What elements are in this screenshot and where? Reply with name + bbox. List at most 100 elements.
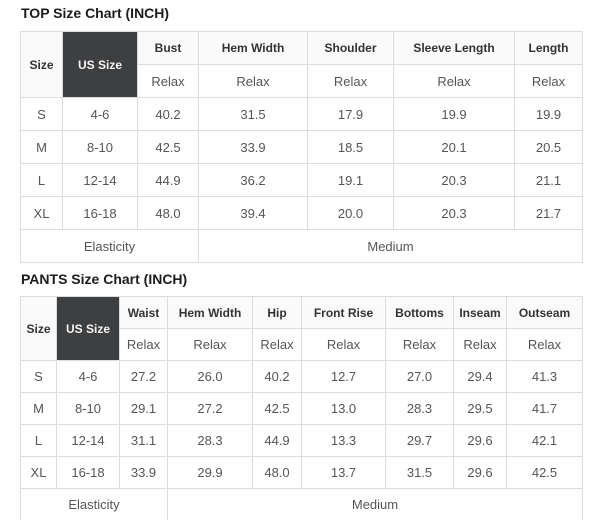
measurement-cell: 42.5 [506, 456, 583, 489]
us-size-cell: 4-6 [56, 360, 120, 393]
measure-column-header: Inseam [453, 296, 507, 329]
measurement-cell: 42.5 [137, 130, 199, 164]
measurement-cell: 31.5 [385, 456, 454, 489]
fit-cell: Relax [137, 64, 199, 98]
measure-column-header: Hem Width [167, 296, 253, 329]
header-row: Size US Size Waist Hem Width Hip Front Rise Bo… [20, 296, 583, 361]
size-cell: XL [20, 196, 63, 230]
elasticity-value: Medium [167, 488, 583, 520]
elasticity-label: Elasticity [20, 488, 168, 520]
elasticity-value: Medium [198, 229, 583, 263]
measurement-cell: 20.1 [393, 130, 515, 164]
measurement-cell: 29.7 [385, 424, 454, 457]
measure-column-header: Hem Width [198, 31, 308, 65]
measurement-cell: 20.3 [393, 196, 515, 230]
size-cell: M [20, 392, 57, 425]
elasticity-row: Elasticity Medium [20, 229, 583, 263]
size-cell: S [20, 97, 63, 131]
top-chart-title: TOP Size Chart (INCH) [21, 5, 170, 21]
us-size-cell: 4-6 [62, 97, 138, 131]
measurement-cell: 20.5 [514, 130, 583, 164]
fit-cell: Relax [453, 328, 507, 361]
measurement-cell: 36.2 [198, 163, 308, 197]
measurement-cell: 19.9 [393, 97, 515, 131]
size-row: M 8-10 29.1 27.2 42.5 13.0 28.3 29.5 41.7 [20, 392, 583, 425]
us-size-cell: 8-10 [56, 392, 120, 425]
measurement-cell: 42.1 [506, 424, 583, 457]
fit-cell: Relax [167, 328, 253, 361]
measurement-cell: 26.0 [167, 360, 253, 393]
pants-size-table: Size US Size Waist Hem Width Hip Front Rise Bo… [20, 296, 583, 520]
measurement-cell: 19.9 [514, 97, 583, 131]
measurement-cell: 29.6 [453, 456, 507, 489]
measurement-cell: 29.1 [119, 392, 168, 425]
fit-cell: Relax [385, 328, 454, 361]
size-cell: XL [20, 456, 57, 489]
size-row: XL 16-18 33.9 29.9 48.0 13.7 31.5 29.6 42.5 [20, 456, 583, 489]
measurement-cell: 20.3 [393, 163, 515, 197]
measurement-cell: 33.9 [119, 456, 168, 489]
size-cell: L [20, 424, 57, 457]
measurement-cell: 27.2 [119, 360, 168, 393]
measurement-cell: 21.7 [514, 196, 583, 230]
fit-cell: Relax [252, 328, 302, 361]
size-row: XL 16-18 48.0 39.4 20.0 20.3 21.7 [20, 196, 583, 230]
fit-cell: Relax [393, 64, 515, 98]
measure-column-header: Length [514, 31, 583, 65]
pants-chart-title: PANTS Size Chart (INCH) [21, 271, 188, 287]
fit-row: Relax Relax Relax Relax Relax [21, 64, 583, 98]
measurement-cell: 41.7 [506, 392, 583, 425]
us-size-cell: 12-14 [62, 163, 138, 197]
measurement-cell: 40.2 [137, 97, 199, 131]
measure-column-header: Waist [119, 296, 168, 329]
measure-column-header: Outseam [506, 296, 583, 329]
elasticity-label: Elasticity [20, 229, 199, 263]
size-row: L 12-14 31.1 28.3 44.9 13.3 29.7 29.6 42.1 [20, 424, 583, 457]
measurement-cell: 18.5 [307, 130, 394, 164]
measurement-cell: 42.5 [252, 392, 302, 425]
measurement-cell: 33.9 [198, 130, 308, 164]
measurement-cell: 13.0 [301, 392, 386, 425]
elasticity-row: Elasticity Medium [20, 488, 583, 520]
size-row: L 12-14 44.9 36.2 19.1 20.3 21.1 [20, 163, 583, 197]
measurement-cell: 44.9 [252, 424, 302, 457]
us-size-cell: 8-10 [62, 130, 138, 164]
measurement-cell: 29.9 [167, 456, 253, 489]
measurement-cell: 13.7 [301, 456, 386, 489]
measurement-cell: 21.1 [514, 163, 583, 197]
fit-row: Relax Relax Relax Relax Relax Relax Relax [21, 328, 583, 361]
measurement-cell: 19.1 [307, 163, 394, 197]
fit-cell: Relax [506, 328, 583, 361]
size-column-header: Size [20, 31, 63, 98]
measure-column-header: Hip [252, 296, 302, 329]
measurement-cell: 48.0 [252, 456, 302, 489]
fit-cell: Relax [514, 64, 583, 98]
size-cell: S [20, 360, 57, 393]
header-row: Size US Size Bust Hem Width Shoulder Sleeve L… [20, 31, 583, 98]
measurement-cell: 17.9 [307, 97, 394, 131]
measurement-cell: 41.3 [506, 360, 583, 393]
measure-column-header: Bust [137, 31, 199, 65]
measurement-cell: 44.9 [137, 163, 199, 197]
measure-column-header: Sleeve Length [393, 31, 515, 65]
size-column-header: Size [20, 296, 57, 361]
size-row: S 4-6 40.2 31.5 17.9 19.9 19.9 [20, 97, 583, 131]
fit-cell: Relax [301, 328, 386, 361]
measurement-cell: 13.3 [301, 424, 386, 457]
us-size-column-header: US Size [56, 296, 120, 361]
measurement-cell: 29.5 [453, 392, 507, 425]
us-size-cell: 16-18 [62, 196, 138, 230]
us-size-cell: 16-18 [56, 456, 120, 489]
size-row: S 4-6 27.2 26.0 40.2 12.7 27.0 29.4 41.3 [20, 360, 583, 393]
measure-column-header: Front Rise [301, 296, 386, 329]
measurement-cell: 29.6 [453, 424, 507, 457]
measurement-cell: 31.1 [119, 424, 168, 457]
measurement-cell: 31.5 [198, 97, 308, 131]
measurement-cell: 48.0 [137, 196, 199, 230]
measurement-cell: 27.2 [167, 392, 253, 425]
us-size-column-header: US Size [62, 31, 138, 98]
top-size-table: Size US Size Bust Hem Width Shoulder Sleeve L… [20, 31, 583, 263]
measurement-cell: 29.4 [453, 360, 507, 393]
measurement-cell: 28.3 [167, 424, 253, 457]
